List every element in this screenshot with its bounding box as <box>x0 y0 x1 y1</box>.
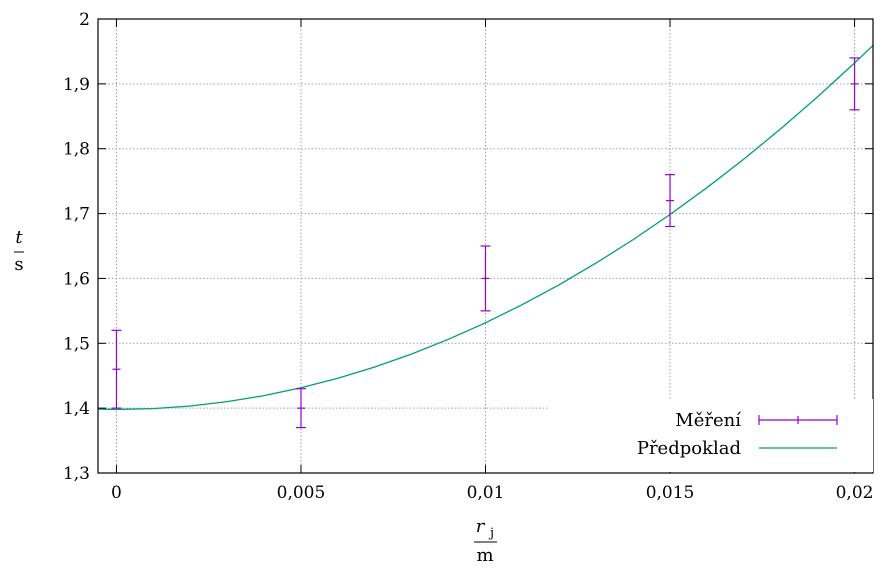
x-axis-unit: m <box>476 545 493 566</box>
legend-label: Předpoklad <box>637 438 741 459</box>
y-axis-variable: t <box>15 227 23 248</box>
measurement-point <box>480 245 491 312</box>
y-axis-label: t s <box>14 227 24 275</box>
y-tick-label: 1,8 <box>63 140 90 160</box>
legend: Měření Předpoklad <box>548 399 873 472</box>
x-tick-label: 0,01 <box>467 483 505 503</box>
measurement-point <box>849 57 860 111</box>
measurement-point <box>665 174 676 228</box>
x-axis-variable: r <box>476 516 486 537</box>
x-tick-label: 0,005 <box>277 483 326 503</box>
legend-background <box>548 399 873 472</box>
x-tick-label: 0,015 <box>646 483 695 503</box>
x-axis-label: r j m <box>474 516 497 566</box>
x-tick-label: 0 <box>111 483 122 503</box>
y-tick-label: 1,4 <box>63 399 90 419</box>
y-tick-label: 1,9 <box>63 75 90 95</box>
measurement-point <box>111 329 122 409</box>
x-axis-subscript: j <box>488 526 494 541</box>
measurement-layer <box>111 57 860 429</box>
x-tick-label: 0,02 <box>836 483 874 503</box>
y-axis-unit: s <box>14 254 23 275</box>
y-tick-label: 1,7 <box>63 205 90 225</box>
y-tick-label: 1,6 <box>63 269 90 289</box>
y-tick-label: 1,5 <box>63 334 90 354</box>
prediction-curve <box>97 44 874 411</box>
prediction-layer <box>97 44 874 411</box>
y-tick-label: 1,3 <box>63 464 90 484</box>
legend-label: Měření <box>675 410 741 431</box>
y-tick-label: 2 <box>79 10 90 30</box>
measurement-point <box>295 388 306 429</box>
axis-ticks: 0 0,005 0,01 0,015 0,02 1,3 1,4 1,5 1,6 1,7 1,8 1,9… <box>63 10 874 503</box>
